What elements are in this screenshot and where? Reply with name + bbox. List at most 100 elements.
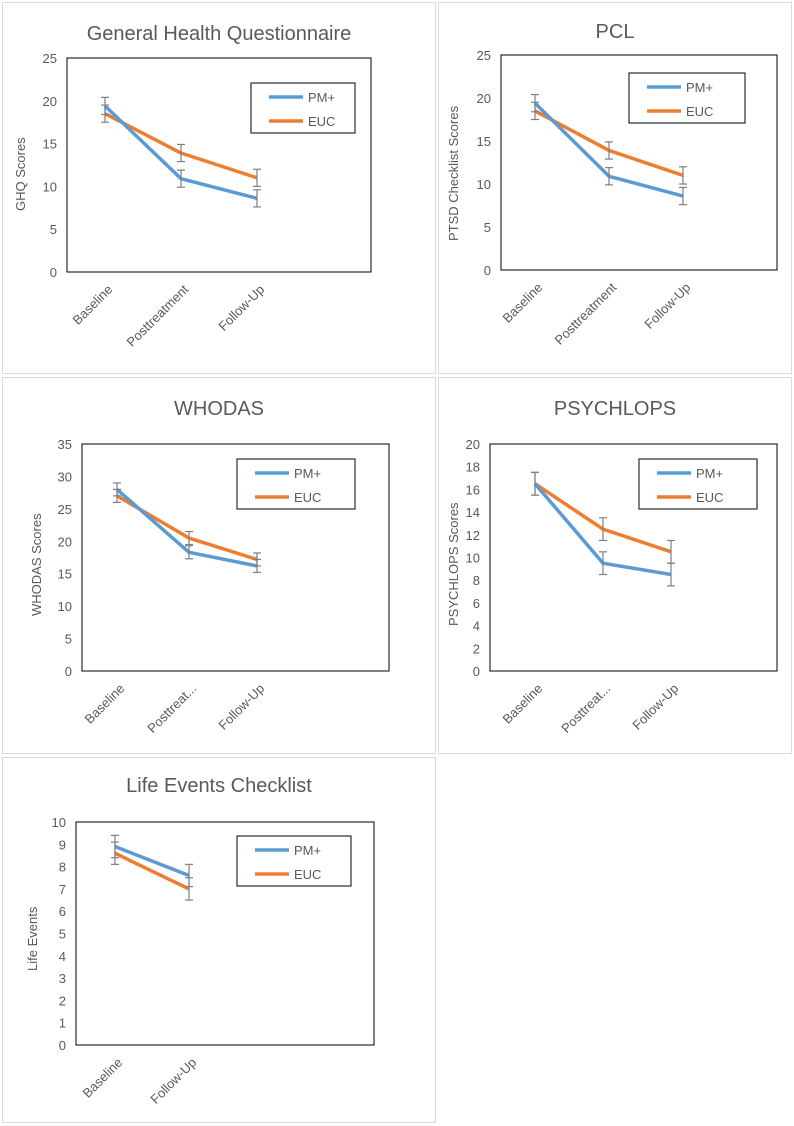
series-line-euc — [114, 851, 190, 891]
y-tick-label: 7 — [59, 882, 66, 897]
error-bar — [667, 539, 675, 564]
chart-panel-whodas: WHODAS WHODAS Scores 0 5 10 15 20 25 30 35 Basel… — [2, 377, 436, 754]
error-bar — [531, 101, 539, 121]
error-bar — [185, 545, 193, 560]
y-tick-label: 5 — [484, 220, 491, 235]
x-tick-label: Baseline — [69, 282, 115, 328]
y-tick-label: 15 — [43, 137, 57, 152]
y-tick-label: 10 — [43, 179, 57, 194]
y-tick-label: 2 — [473, 641, 480, 656]
plot-area — [75, 821, 375, 1046]
plot-area — [500, 54, 778, 271]
legend-label: EUC — [294, 490, 321, 505]
y-tick-label: 10 — [58, 599, 72, 614]
legend-box — [236, 458, 356, 510]
y-tick-label: 6 — [473, 596, 480, 611]
y-tick-label: 5 — [65, 632, 72, 647]
y-tick-label: 8 — [59, 860, 66, 875]
y-tick-label: 4 — [59, 949, 66, 964]
series-line-pm-plus — [114, 844, 190, 878]
error-bar — [679, 186, 687, 206]
y-tick-label: 0 — [65, 664, 72, 679]
y-tick-label: 25 — [43, 51, 57, 66]
error-bar — [599, 551, 607, 576]
legend-label: PM+ — [308, 90, 335, 105]
legend-box — [236, 835, 352, 887]
y-tick-label: 1 — [59, 1016, 66, 1031]
y-tick-label: 5 — [59, 927, 66, 942]
y-tick-label: 20 — [466, 437, 480, 452]
y-tick-label: 15 — [477, 134, 491, 149]
legend-label: PM+ — [696, 466, 723, 481]
error-bar — [253, 552, 261, 567]
y-tick-label: 16 — [466, 482, 480, 497]
legend-label: EUC — [686, 104, 713, 119]
y-tick-label: 20 — [477, 91, 491, 106]
error-bar — [185, 877, 193, 901]
legend-label: PM+ — [294, 843, 321, 858]
y-tick-label: 10 — [477, 177, 491, 192]
y-tick-label: 4 — [473, 619, 480, 634]
error-bar — [177, 169, 185, 188]
y-tick-label: 14 — [466, 505, 480, 520]
error-bar — [101, 104, 109, 123]
error-bar — [531, 471, 539, 496]
y-tick-label: 3 — [59, 971, 66, 986]
y-tick-label: 15 — [58, 567, 72, 582]
x-tick-label: Follow-Up — [215, 681, 267, 733]
x-tick-label: Posttreatment — [552, 279, 620, 347]
chart-title: Life Events Checklist — [126, 775, 312, 797]
legend-label: EUC — [308, 114, 335, 129]
error-bar — [605, 167, 613, 186]
chart-svg: 0 1 2 3 4 5 6 7 8 9 10 Baseline Follow-Up PM+ EUC — [52, 815, 375, 1107]
error-bar — [599, 517, 607, 542]
y-tick-label: 20 — [58, 534, 72, 549]
y-tick-label: 30 — [58, 469, 72, 484]
chart-svg: 0 5 10 15 20 25 30 35 Baseline Posttreat... Follow… — [58, 437, 390, 736]
legend-label: PM+ — [686, 80, 713, 95]
error-bar — [113, 488, 121, 503]
y-tick-label: 10 — [52, 815, 66, 830]
error-bar — [177, 143, 185, 163]
y-tick-label: 0 — [50, 265, 57, 280]
x-tick-label: Follow-Up — [629, 681, 681, 733]
y-tick-label: 5 — [50, 222, 57, 237]
y-tick-label: 20 — [43, 94, 57, 109]
legend-box — [628, 72, 746, 124]
x-tick-label: Posttreat... — [558, 681, 613, 736]
legend-box — [250, 82, 356, 134]
plot-area — [81, 443, 390, 672]
chart-title: PSYCHLOPS — [553, 398, 677, 420]
chart-svg: 0 2 4 6 8 10 12 14 16 18 20 Baseline Posttreat... Fol… — [466, 437, 778, 736]
chart-panel-psychlops: PSYCHLOPS PSYCHLOPS Scores 0 2 4 6 8 10 12 14 16… — [438, 377, 792, 754]
y-tick-label: 10 — [466, 551, 480, 566]
x-tick-label: Baseline — [79, 1055, 125, 1101]
x-tick-label: Baseline — [81, 681, 127, 727]
y-tick-label: 25 — [58, 502, 72, 517]
chart-panel-pcl: PCL PTSD Checklist Scores 0 5 10 15 20 25 Base… — [438, 2, 792, 374]
x-tick-label: Posttreatment — [124, 281, 192, 349]
error-bar — [185, 530, 193, 546]
x-tick-label: Follow-Up — [147, 1055, 199, 1107]
y-tick-label: 18 — [466, 460, 480, 475]
y-tick-label: 8 — [473, 573, 480, 588]
y-tick-label: 0 — [473, 664, 480, 679]
plot-area — [489, 443, 778, 672]
y-tick-label: 35 — [58, 437, 72, 452]
plot-area — [66, 57, 372, 273]
chart-title: PCL — [595, 21, 635, 43]
y-tick-label: 9 — [59, 837, 66, 852]
chart-svg: 0 5 10 15 20 25 Baseline Posttreatment Follow-Up… — [477, 48, 778, 348]
x-tick-label: Posttreat... — [144, 681, 199, 736]
y-tick-label: 0 — [59, 1038, 66, 1053]
y-tick-label: 0 — [484, 263, 491, 278]
legend-label: PM+ — [294, 466, 321, 481]
x-tick-label: Follow-Up — [215, 282, 267, 334]
y-tick-label: 25 — [477, 48, 491, 63]
error-bar — [605, 141, 613, 160]
y-tick-label: 6 — [59, 904, 66, 919]
error-bar — [253, 168, 261, 187]
x-tick-label: Follow-Up — [641, 280, 693, 332]
error-bar — [111, 841, 119, 865]
chart-title: General Health Questionnaire — [86, 23, 352, 45]
